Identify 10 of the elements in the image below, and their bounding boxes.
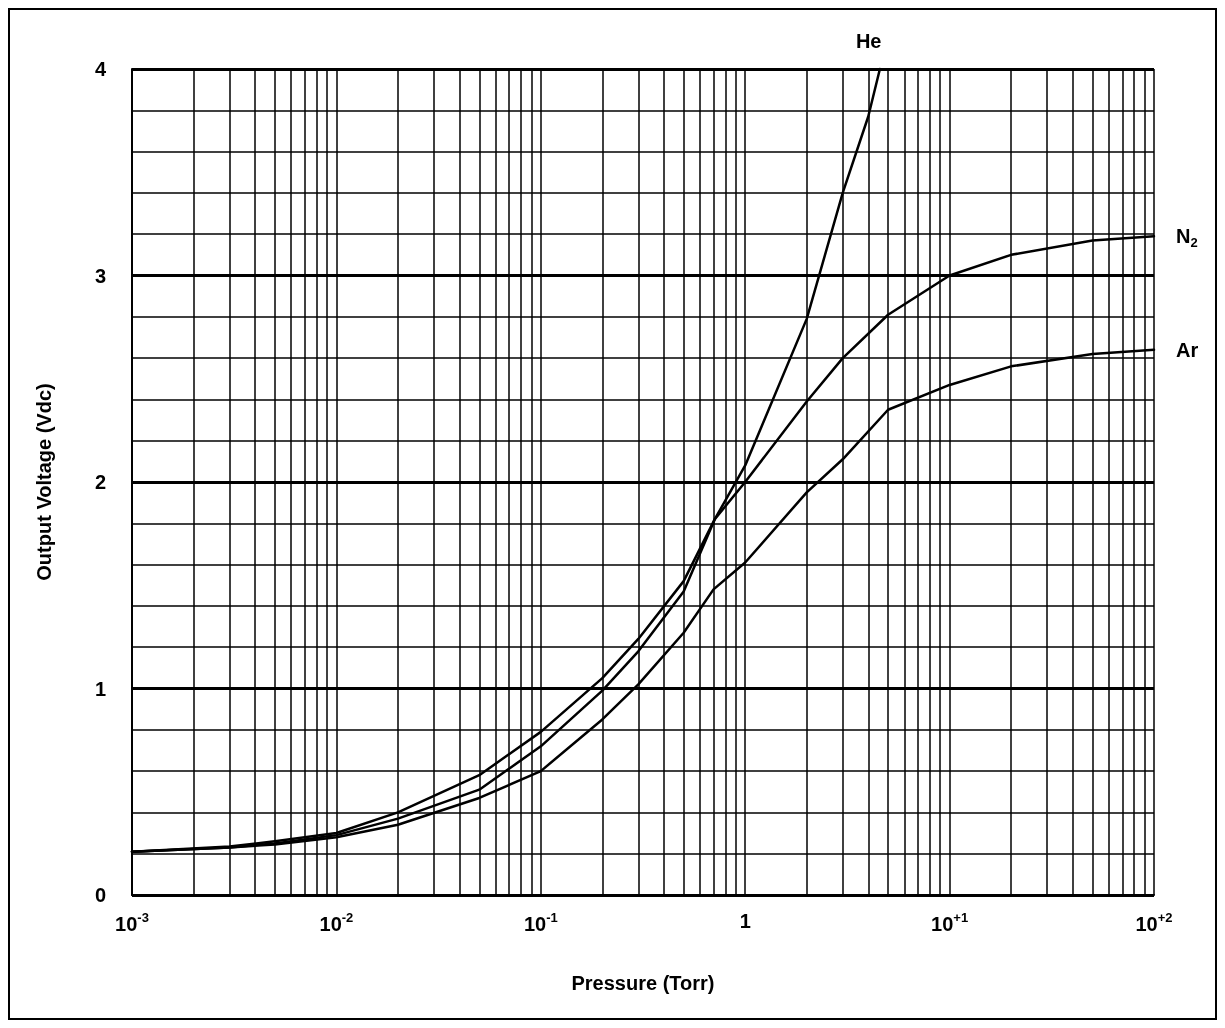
y-tick-label: 4 bbox=[94, 58, 107, 80]
series-label: He bbox=[855, 30, 882, 52]
y-tick-label: 2 bbox=[94, 471, 106, 493]
x-axis-title: Pressure (Torr) bbox=[571, 972, 715, 994]
y-tick-label: 0 bbox=[94, 884, 106, 906]
y-tick-label: 1 bbox=[94, 677, 106, 700]
y-tick-label: 3 bbox=[94, 264, 106, 287]
y-axis-title: Output Voltage (Vdc) bbox=[33, 383, 55, 581]
series-label: Ar bbox=[1176, 338, 1199, 361]
x-tick-label: 1 bbox=[739, 910, 751, 932]
